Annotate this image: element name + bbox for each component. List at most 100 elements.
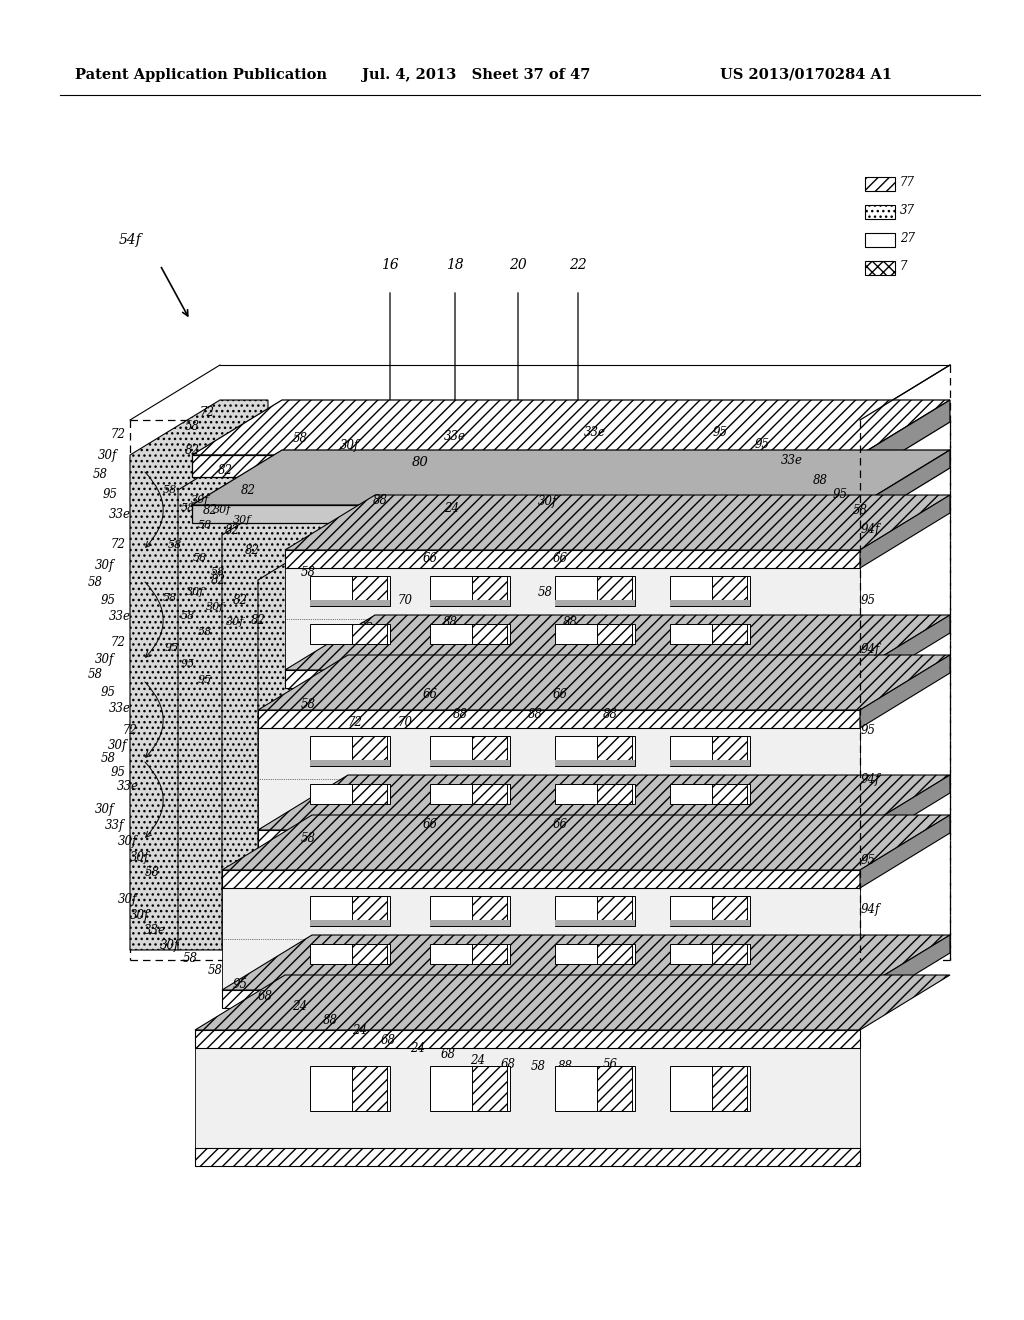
Text: 58: 58 — [198, 627, 212, 638]
Text: 82: 82 — [211, 573, 225, 586]
Text: 80: 80 — [412, 455, 428, 469]
Bar — [351, 737, 387, 766]
Text: 82: 82 — [241, 483, 256, 496]
Bar — [670, 576, 750, 606]
Bar — [193, 455, 860, 477]
Text: 95: 95 — [181, 659, 196, 669]
Text: 22: 22 — [569, 257, 587, 272]
Bar — [597, 624, 632, 644]
Text: 72: 72 — [200, 405, 214, 418]
Bar — [712, 944, 746, 964]
Text: 88: 88 — [562, 615, 578, 628]
Polygon shape — [193, 450, 950, 506]
Bar — [310, 784, 390, 804]
Bar — [310, 944, 390, 964]
Bar — [430, 624, 510, 644]
Text: 82: 82 — [251, 614, 265, 627]
Text: 94f: 94f — [860, 903, 880, 916]
Text: 88: 88 — [453, 709, 468, 722]
Polygon shape — [860, 935, 950, 1008]
Bar — [430, 1067, 510, 1111]
Bar — [351, 944, 387, 964]
Text: 58: 58 — [163, 593, 177, 603]
Text: 33e: 33e — [109, 701, 131, 714]
Bar — [670, 624, 750, 644]
Bar — [555, 601, 635, 606]
Bar — [351, 784, 387, 804]
Bar — [193, 506, 860, 523]
Text: 95: 95 — [755, 438, 769, 451]
Text: 58: 58 — [92, 469, 108, 482]
Text: 82: 82 — [245, 544, 259, 557]
Text: 30f: 30f — [161, 939, 179, 952]
Bar — [472, 624, 507, 644]
Text: 58: 58 — [853, 503, 867, 516]
Bar — [555, 760, 635, 766]
Bar — [430, 944, 510, 964]
Text: 30f: 30f — [539, 495, 558, 508]
Text: 72: 72 — [111, 636, 126, 649]
Text: 58: 58 — [163, 484, 177, 495]
Polygon shape — [193, 400, 950, 455]
Bar — [712, 784, 746, 804]
Text: 58: 58 — [211, 568, 225, 577]
Text: 95: 95 — [100, 685, 116, 698]
Bar — [222, 870, 860, 888]
Text: 88: 88 — [557, 1060, 572, 1073]
Text: 95: 95 — [860, 723, 876, 737]
Text: 30f: 30f — [185, 587, 204, 597]
Bar — [555, 737, 635, 766]
Text: 88: 88 — [602, 709, 617, 722]
Text: 88: 88 — [373, 494, 387, 507]
Bar — [555, 784, 635, 804]
Text: 58: 58 — [300, 832, 315, 845]
Text: 88: 88 — [812, 474, 827, 487]
Text: 58: 58 — [181, 611, 196, 620]
Bar — [555, 576, 635, 606]
Text: 33f: 33f — [105, 818, 125, 832]
Bar — [430, 576, 510, 606]
Text: 30f: 30f — [98, 449, 118, 462]
Text: 30f: 30f — [206, 602, 224, 612]
Bar — [195, 1148, 860, 1166]
Text: 58: 58 — [208, 964, 222, 977]
Text: 33e: 33e — [117, 780, 139, 793]
Text: 95: 95 — [100, 594, 116, 606]
Bar — [597, 576, 632, 606]
Bar — [555, 896, 635, 927]
Text: 66: 66 — [423, 552, 437, 565]
Bar — [430, 896, 510, 927]
Text: 30f: 30f — [95, 653, 115, 667]
Bar — [712, 1067, 746, 1111]
Text: 30f: 30f — [213, 506, 231, 515]
Text: 30f: 30f — [130, 908, 150, 921]
Text: 56: 56 — [602, 1059, 617, 1072]
Text: 30f: 30f — [130, 851, 150, 865]
Text: 58: 58 — [144, 866, 160, 879]
Bar — [555, 624, 635, 644]
Bar — [258, 710, 860, 729]
Bar — [430, 601, 510, 606]
Text: 24: 24 — [444, 502, 460, 515]
Polygon shape — [860, 775, 950, 847]
Polygon shape — [285, 495, 950, 550]
Text: 58: 58 — [530, 1060, 546, 1073]
Text: US 2013/0170284 A1: US 2013/0170284 A1 — [720, 69, 892, 82]
Text: 72: 72 — [347, 715, 362, 729]
Polygon shape — [222, 935, 950, 990]
Text: 58: 58 — [182, 952, 198, 965]
Text: 70: 70 — [397, 715, 413, 729]
Text: 58: 58 — [87, 668, 102, 681]
Bar — [351, 896, 387, 927]
Text: 58: 58 — [184, 421, 200, 433]
Bar — [222, 888, 860, 990]
Bar — [670, 760, 750, 766]
Bar — [670, 920, 750, 927]
Polygon shape — [860, 615, 950, 688]
Bar — [310, 896, 390, 927]
Text: 77: 77 — [900, 177, 915, 190]
Text: 30f: 30f — [95, 804, 115, 817]
Bar — [258, 729, 860, 830]
Bar — [472, 784, 507, 804]
Bar — [430, 920, 510, 927]
